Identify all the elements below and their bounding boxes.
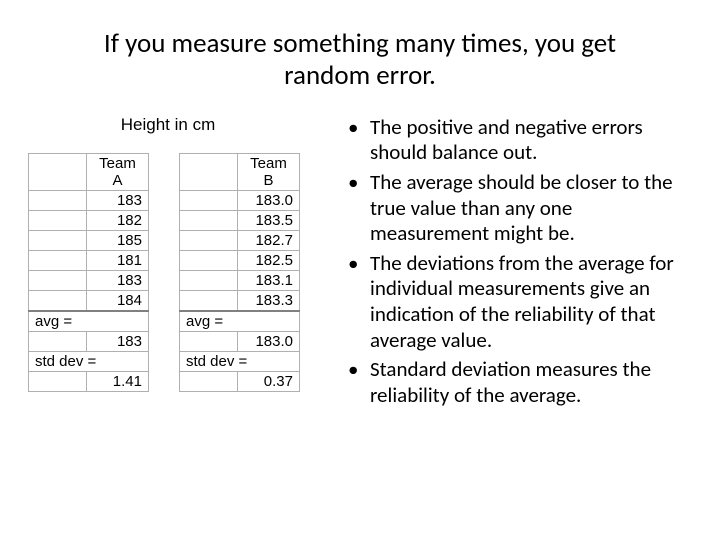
cell: 182 bbox=[87, 210, 149, 230]
cell: 185 bbox=[87, 230, 149, 250]
blank-cell bbox=[29, 230, 87, 250]
blank-cell bbox=[29, 250, 87, 270]
cell: 183.5 bbox=[238, 210, 300, 230]
blank-cell bbox=[29, 290, 87, 311]
cell: 182.7 bbox=[238, 230, 300, 250]
cell: 183 bbox=[87, 190, 149, 210]
left-column: Height in cm Team A 183 182 185 181 183 … bbox=[28, 115, 328, 413]
std-value: 0.37 bbox=[238, 371, 300, 391]
blank-cell bbox=[29, 270, 87, 290]
cell: 183 bbox=[87, 270, 149, 290]
content-row: Height in cm Team A 183 182 185 181 183 … bbox=[0, 103, 720, 413]
avg-label: avg = bbox=[29, 311, 149, 332]
blank-cell bbox=[29, 371, 87, 391]
avg-label: avg = bbox=[180, 311, 300, 332]
cell: 183.3 bbox=[238, 290, 300, 311]
blank-cell bbox=[180, 331, 238, 351]
bullet-item: The deviations from the average for indi… bbox=[346, 251, 696, 353]
table-team-a: Team A 183 182 185 181 183 184 avg = 183… bbox=[28, 153, 149, 392]
header-a: Team A bbox=[87, 153, 149, 190]
blank-cell bbox=[29, 210, 87, 230]
slide-title: If you measure something many times, you… bbox=[0, 0, 720, 103]
avg-value: 183.0 bbox=[238, 331, 300, 351]
cell: 183.1 bbox=[238, 270, 300, 290]
table-team-b: Team B 183.0 183.5 182.7 182.5 183.1 183… bbox=[179, 153, 300, 392]
std-label: std dev = bbox=[29, 351, 149, 371]
bullet-item: The average should be closer to the true… bbox=[346, 170, 696, 247]
std-label: std dev = bbox=[180, 351, 300, 371]
header-b: Team B bbox=[238, 153, 300, 190]
right-column: The positive and negative errors should … bbox=[328, 115, 702, 413]
cell: 182.5 bbox=[238, 250, 300, 270]
cell: 183.0 bbox=[238, 190, 300, 210]
cell: 181 bbox=[87, 250, 149, 270]
blank-cell bbox=[29, 331, 87, 351]
avg-value: 183 bbox=[87, 331, 149, 351]
blank-cell bbox=[29, 153, 87, 190]
blank-cell bbox=[29, 190, 87, 210]
cell: 184 bbox=[87, 290, 149, 311]
bullet-item: The positive and negative errors should … bbox=[346, 115, 696, 166]
blank-cell bbox=[180, 153, 238, 190]
blank-cell bbox=[180, 210, 238, 230]
blank-cell bbox=[180, 250, 238, 270]
bullet-item: Standard deviation measures the reliabil… bbox=[346, 357, 696, 408]
tables-wrap: Team A 183 182 185 181 183 184 avg = 183… bbox=[28, 153, 328, 392]
blank-cell bbox=[180, 371, 238, 391]
blank-cell bbox=[180, 290, 238, 311]
table-caption: Height in cm bbox=[28, 115, 328, 135]
std-value: 1.41 bbox=[87, 371, 149, 391]
blank-cell bbox=[180, 270, 238, 290]
blank-cell bbox=[180, 230, 238, 250]
bullet-list: The positive and negative errors should … bbox=[346, 115, 696, 409]
blank-cell bbox=[180, 190, 238, 210]
